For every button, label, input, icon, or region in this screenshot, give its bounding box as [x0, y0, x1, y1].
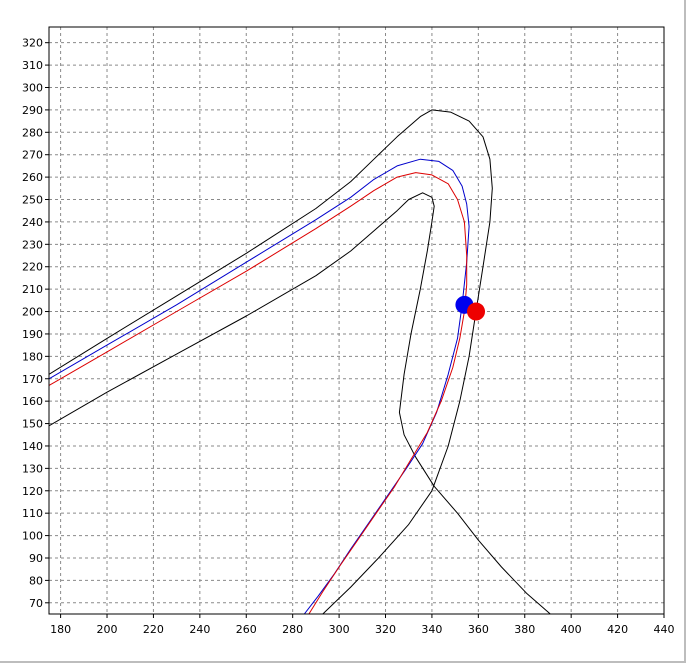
- window-border-bottom: [0, 661, 686, 663]
- y-tick-label: 200: [22, 306, 43, 319]
- x-tick-label: 320: [375, 623, 396, 636]
- red-trajectory-line: [49, 172, 468, 614]
- y-tick-label: 80: [29, 574, 43, 587]
- y-tick-label: 250: [22, 194, 43, 207]
- x-tick-label: 360: [468, 623, 489, 636]
- y-tick-label: 280: [22, 126, 43, 139]
- y-tick-label: 100: [22, 530, 43, 543]
- x-tick-label: 280: [282, 623, 303, 636]
- inner-boundary-line: [49, 192, 551, 614]
- window-border-right: [684, 0, 686, 663]
- x-tick-label: 200: [97, 623, 118, 636]
- x-tick-label: 440: [654, 623, 675, 636]
- y-tick-label: 220: [22, 261, 43, 274]
- x-axis: 180 200 220 240 260 280 300 320 340 360 380 400 420 4…: [50, 614, 675, 636]
- y-tick-label: 110: [22, 507, 43, 520]
- x-tick-label: 380: [514, 623, 535, 636]
- x-tick-label: 340: [421, 623, 442, 636]
- y-tick-label: 320: [22, 37, 43, 50]
- x-tick-label: 420: [607, 623, 628, 636]
- y-tick-label: 270: [22, 149, 43, 162]
- x-tick-label: 180: [50, 623, 71, 636]
- y-tick-label: 180: [22, 350, 43, 363]
- y-tick-label: 160: [22, 395, 43, 408]
- y-tick-label: 210: [22, 283, 43, 296]
- y-tick-label: 170: [22, 373, 43, 386]
- y-tick-label: 130: [22, 462, 43, 475]
- y-tick-label: 70: [29, 597, 43, 610]
- x-tick-label: 240: [189, 623, 210, 636]
- y-axis: 70 80 90 100 110 120 130 140 150 160 170 180 190 200 2…: [22, 37, 49, 610]
- x-tick-label: 260: [236, 623, 257, 636]
- y-tick-label: 310: [22, 59, 43, 72]
- markers-group: [455, 295, 486, 321]
- y-tick-label: 90: [29, 552, 43, 565]
- y-tick-label: 190: [22, 328, 43, 341]
- y-tick-label: 140: [22, 440, 43, 453]
- blue-trajectory-line: [49, 158, 470, 614]
- y-tick-label: 230: [22, 238, 43, 251]
- plot-background: [49, 27, 664, 614]
- y-tick-label: 240: [22, 216, 43, 229]
- y-tick-label: 150: [22, 418, 43, 431]
- plot-frame: [48, 26, 665, 615]
- y-tick-label: 120: [22, 485, 43, 498]
- y-tick-label: 260: [22, 171, 43, 184]
- x-tick-label: 220: [143, 623, 164, 636]
- x-tick-label: 400: [561, 623, 582, 636]
- series-group: [49, 109, 551, 614]
- red-position-marker: [467, 302, 486, 321]
- y-tick-label: 300: [22, 81, 43, 94]
- x-tick-label: 300: [329, 623, 350, 636]
- outer-boundary-line: [49, 109, 493, 614]
- y-tick-label: 290: [22, 104, 43, 117]
